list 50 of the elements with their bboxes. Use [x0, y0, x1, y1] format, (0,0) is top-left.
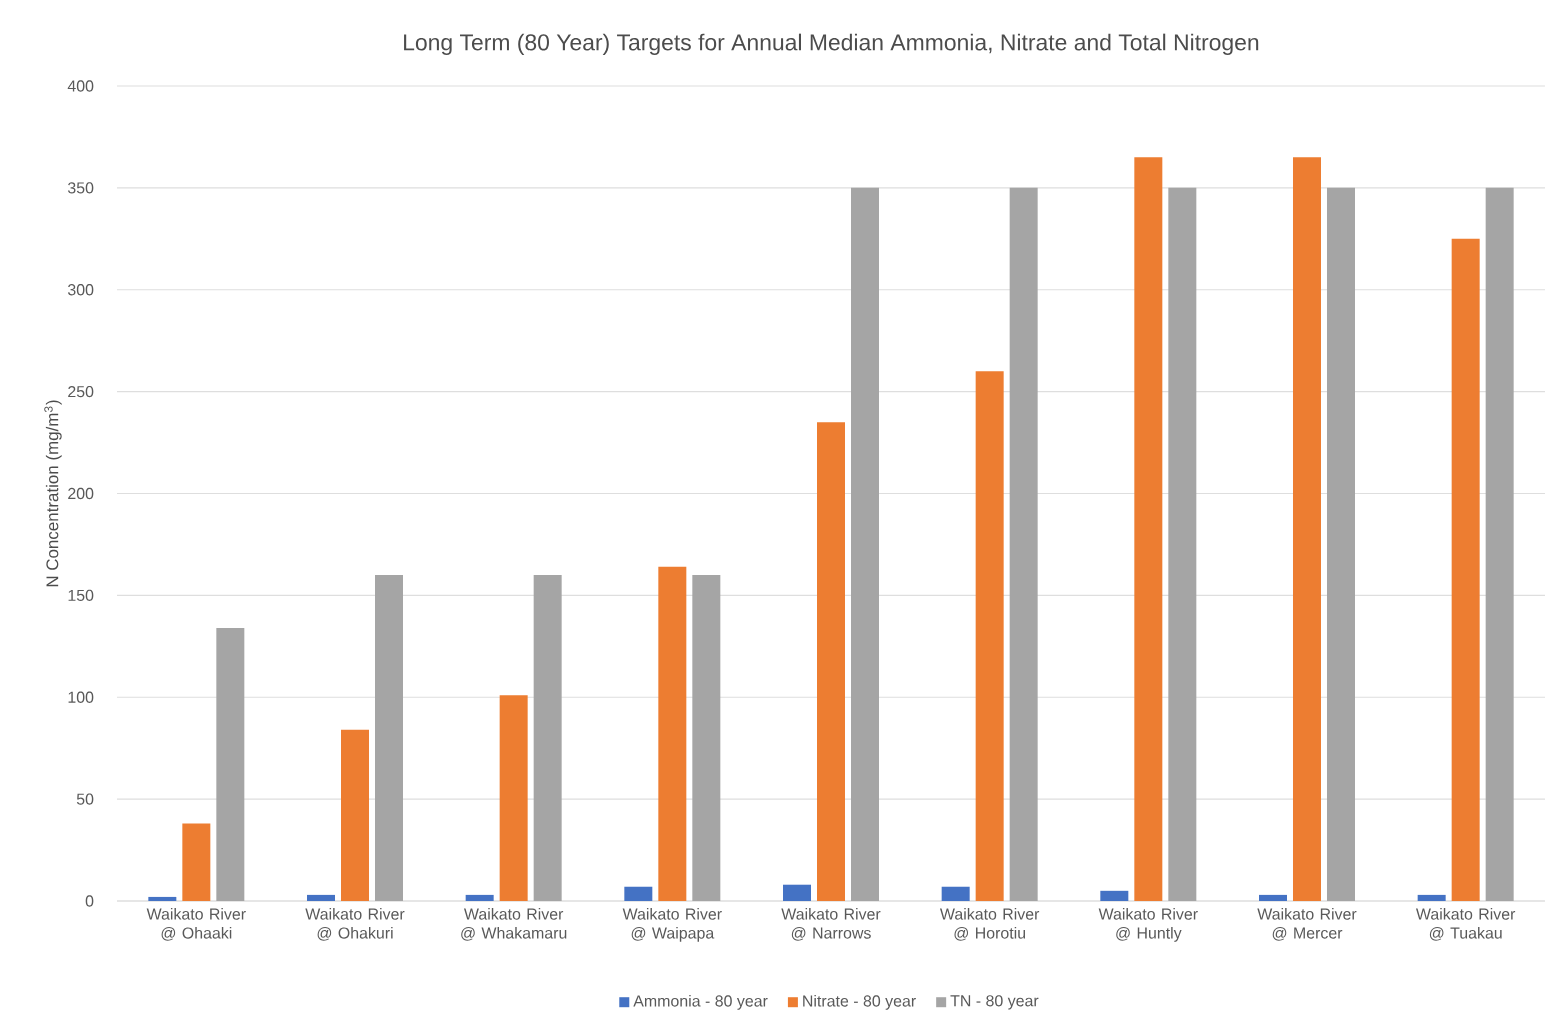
bar	[1451, 238, 1480, 901]
bar	[465, 894, 494, 901]
y-tick-label: 100	[68, 691, 94, 703]
bar	[499, 695, 528, 901]
x-tick-label: Waikato River @ Narrows	[781, 908, 881, 941]
y-tick-label: 0	[85, 895, 94, 907]
x-tick-label: Waikato River @ Huntly	[1098, 908, 1198, 942]
bar	[148, 896, 177, 901]
bar	[1134, 157, 1163, 901]
bar	[307, 894, 335, 901]
legend-label: Ammonia - 80 year	[633, 994, 768, 1010]
y-tick-label: 250	[68, 385, 94, 398]
bar	[182, 823, 211, 901]
bar	[624, 886, 653, 901]
chart-title: Long Term (80 Year) Targets for Annual Median Ammonia, Nitrate and Total Nitrogen	[404, 33, 1259, 55]
bar	[783, 884, 811, 901]
x-tick-label: Waikato River @ Tuakau	[1415, 908, 1516, 941]
bar	[851, 187, 879, 901]
bar	[1100, 890, 1129, 901]
bar	[216, 627, 245, 901]
x-tick-label: Waikato River @ Horotiu	[939, 908, 1040, 941]
bar	[533, 575, 562, 901]
y-axis-title: N Concentration (mg/m$^{3}$)	[44, 400, 62, 587]
y-tick-label: 300	[67, 284, 94, 296]
bar	[1292, 157, 1321, 901]
bar	[975, 371, 1004, 901]
bar	[1485, 187, 1514, 901]
y-tick-label: 400	[67, 80, 94, 92]
bar	[375, 575, 403, 901]
legend-label: Nitrate - 80 year	[803, 994, 916, 1010]
bar	[692, 575, 721, 901]
bar	[658, 566, 687, 901]
bar	[1326, 187, 1355, 901]
x-tick-label: Waikato River @ Whakamaru	[461, 908, 567, 941]
legend-label: TN - 80 year	[950, 995, 1039, 1010]
bar	[341, 729, 369, 901]
x-tick-label: Waikato River @ Ohaaki	[146, 908, 246, 941]
bar	[941, 886, 970, 901]
x-tick-label: Waikato River @ Ohakuri	[305, 908, 405, 941]
bar	[817, 422, 845, 901]
bar	[1168, 187, 1197, 901]
bar	[1417, 894, 1446, 901]
y-tick-label: 150	[68, 589, 94, 602]
y-tick-label: 50	[76, 793, 94, 805]
x-tick-label: Waikato River @ Mercer	[1257, 908, 1357, 941]
y-tick-label: 200	[68, 487, 94, 500]
bar	[1258, 894, 1287, 901]
y-tick-label: 350	[67, 182, 94, 194]
bar	[1009, 187, 1038, 901]
x-tick-label: Waikato River @ Waipapa	[622, 908, 722, 942]
